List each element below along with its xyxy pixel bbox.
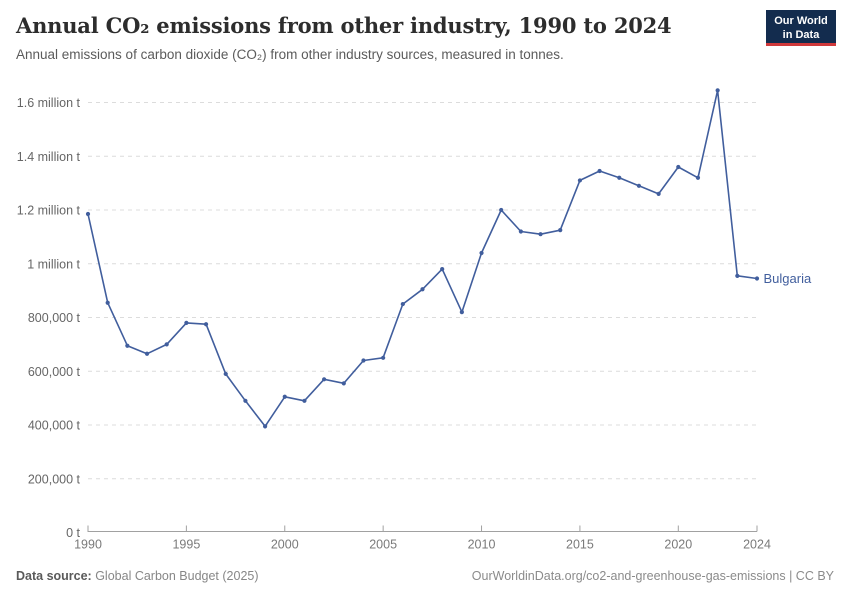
y-tick-label-1400000: 1.4 million t bbox=[17, 150, 81, 164]
y-tick-label-1600000: 1.6 million t bbox=[17, 96, 81, 110]
data-point-2006[interactable] bbox=[400, 301, 405, 307]
chart-line-bulgaria bbox=[87, 89, 758, 428]
data-point-1990[interactable] bbox=[85, 211, 91, 217]
data-point-2014[interactable] bbox=[558, 228, 563, 233]
y-tick-label-1200000: 1.2 million t bbox=[17, 204, 81, 218]
data-point-1993[interactable] bbox=[144, 351, 150, 356]
x-tick-label-1995: 1995 bbox=[172, 538, 200, 552]
y-tick-label-400000: 400,000 t bbox=[28, 419, 81, 433]
data-point-2024[interactable] bbox=[754, 276, 760, 281]
data-point-1995[interactable] bbox=[184, 320, 189, 325]
data-point-2001[interactable] bbox=[302, 398, 307, 403]
data-source-note: Data source: Global Carbon Budget (2025) bbox=[16, 569, 259, 583]
chart-footer: Data source: Global Carbon Budget (2025)… bbox=[16, 569, 834, 583]
owid-logo[interactable]: Our World in Data bbox=[766, 10, 836, 46]
data-point-1999[interactable] bbox=[262, 424, 268, 429]
data-point-2012[interactable] bbox=[518, 229, 523, 234]
data-point-2023[interactable] bbox=[735, 273, 740, 278]
data-point-2011[interactable] bbox=[499, 207, 504, 213]
data-point-2003[interactable] bbox=[341, 381, 346, 386]
y-tick-label-0: 0 t bbox=[66, 526, 80, 540]
data-point-1994[interactable] bbox=[164, 342, 169, 347]
y-tick-label-200000: 200,000 t bbox=[28, 472, 81, 486]
data-point-2017[interactable] bbox=[617, 175, 622, 180]
data-point-2016[interactable] bbox=[597, 168, 602, 174]
chart-subtitle: Annual emissions of carbon dioxide (CO₂)… bbox=[16, 47, 564, 62]
data-point-2000[interactable] bbox=[282, 394, 287, 399]
data-point-2015[interactable] bbox=[577, 178, 583, 183]
data-point-1996[interactable] bbox=[203, 322, 209, 327]
data-point-2018[interactable] bbox=[636, 183, 642, 188]
data-point-2009[interactable] bbox=[459, 310, 464, 315]
data-point-1997[interactable] bbox=[223, 371, 228, 377]
chart-title: Annual CO₂ emissions from other industry… bbox=[16, 13, 672, 38]
y-tick-label-600000: 600,000 t bbox=[28, 365, 81, 379]
x-tick-label-2005: 2005 bbox=[369, 538, 397, 552]
data-source-label: Data source: bbox=[16, 569, 92, 583]
data-point-1992[interactable] bbox=[125, 343, 130, 348]
entity-label-bulgaria[interactable]: Bulgaria bbox=[764, 271, 812, 286]
data-point-2007[interactable] bbox=[420, 287, 425, 292]
owid-logo-line2: in Data bbox=[782, 29, 820, 41]
data-point-2020[interactable] bbox=[676, 164, 681, 170]
data-point-1998[interactable] bbox=[243, 398, 248, 403]
x-tick-label-1990: 1990 bbox=[74, 538, 102, 552]
data-point-2019[interactable] bbox=[656, 191, 661, 196]
x-tick-label-2000: 2000 bbox=[271, 538, 299, 552]
x-tick-label-2015: 2015 bbox=[566, 538, 594, 552]
data-point-1991[interactable] bbox=[105, 300, 110, 305]
y-tick-label-1000000: 1 million t bbox=[27, 257, 80, 271]
owid-logo-line1: Our World bbox=[774, 15, 828, 27]
x-tick-label-2020: 2020 bbox=[664, 538, 692, 552]
x-tick-label-2010: 2010 bbox=[468, 538, 496, 552]
data-point-2021[interactable] bbox=[695, 175, 701, 180]
data-point-2008[interactable] bbox=[440, 267, 445, 272]
y-tick-label-800000: 800,000 t bbox=[28, 311, 81, 325]
owid-citation-link[interactable]: OurWorldinData.org/co2-and-greenhouse-ga… bbox=[471, 569, 834, 583]
chart-header: Annual CO₂ emissions from other industry… bbox=[16, 13, 750, 62]
data-point-2022[interactable] bbox=[715, 88, 720, 93]
x-tick-label-2024: 2024 bbox=[743, 538, 771, 552]
data-point-2005[interactable] bbox=[381, 355, 386, 360]
data-point-2004[interactable] bbox=[361, 358, 366, 363]
data-point-2010[interactable] bbox=[479, 250, 484, 256]
data-source-value: Global Carbon Budget (2025) bbox=[91, 569, 259, 583]
data-point-2013[interactable] bbox=[538, 232, 543, 237]
data-point-2002[interactable] bbox=[322, 377, 327, 382]
